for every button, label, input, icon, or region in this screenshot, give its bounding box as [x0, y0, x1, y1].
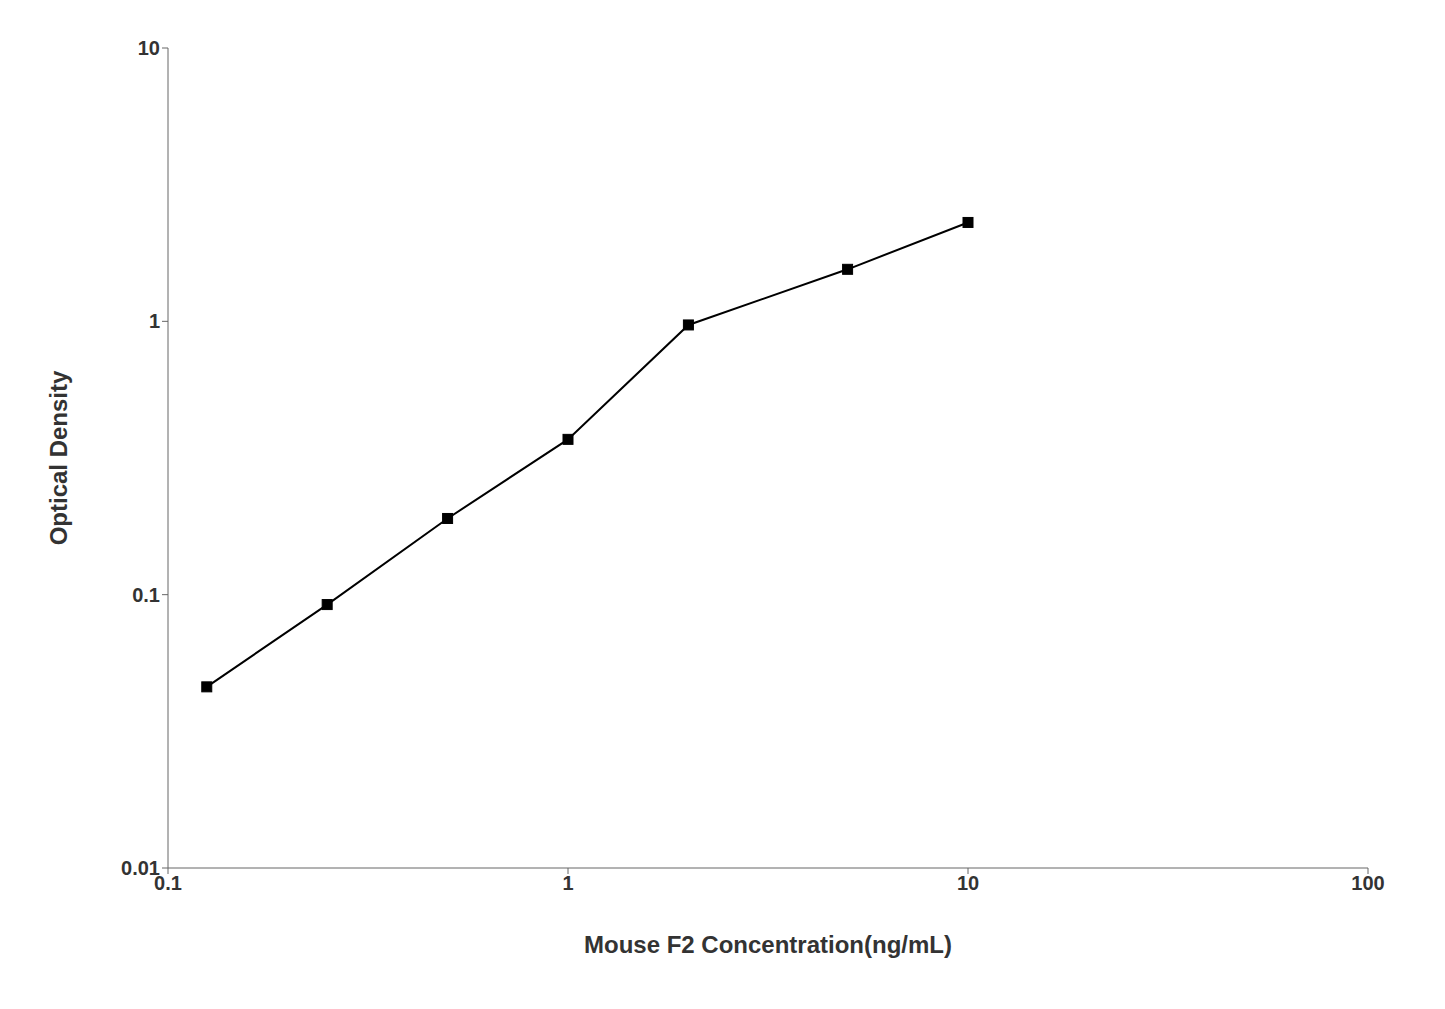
svg-text:10: 10	[957, 872, 979, 894]
svg-text:100: 100	[1351, 872, 1384, 894]
svg-text:1: 1	[149, 310, 160, 332]
svg-text:0.1: 0.1	[132, 584, 160, 606]
svg-text:1: 1	[562, 872, 573, 894]
svg-text:0.01: 0.01	[121, 857, 160, 879]
svg-text:0.1: 0.1	[154, 872, 182, 895]
svg-text:10: 10	[138, 37, 160, 59]
svg-text:Mouse F2 Concentration(ng/mL): Mouse F2 Concentration(ng/mL)	[584, 931, 952, 958]
svg-text:Optical Density: Optical Density	[45, 370, 72, 545]
